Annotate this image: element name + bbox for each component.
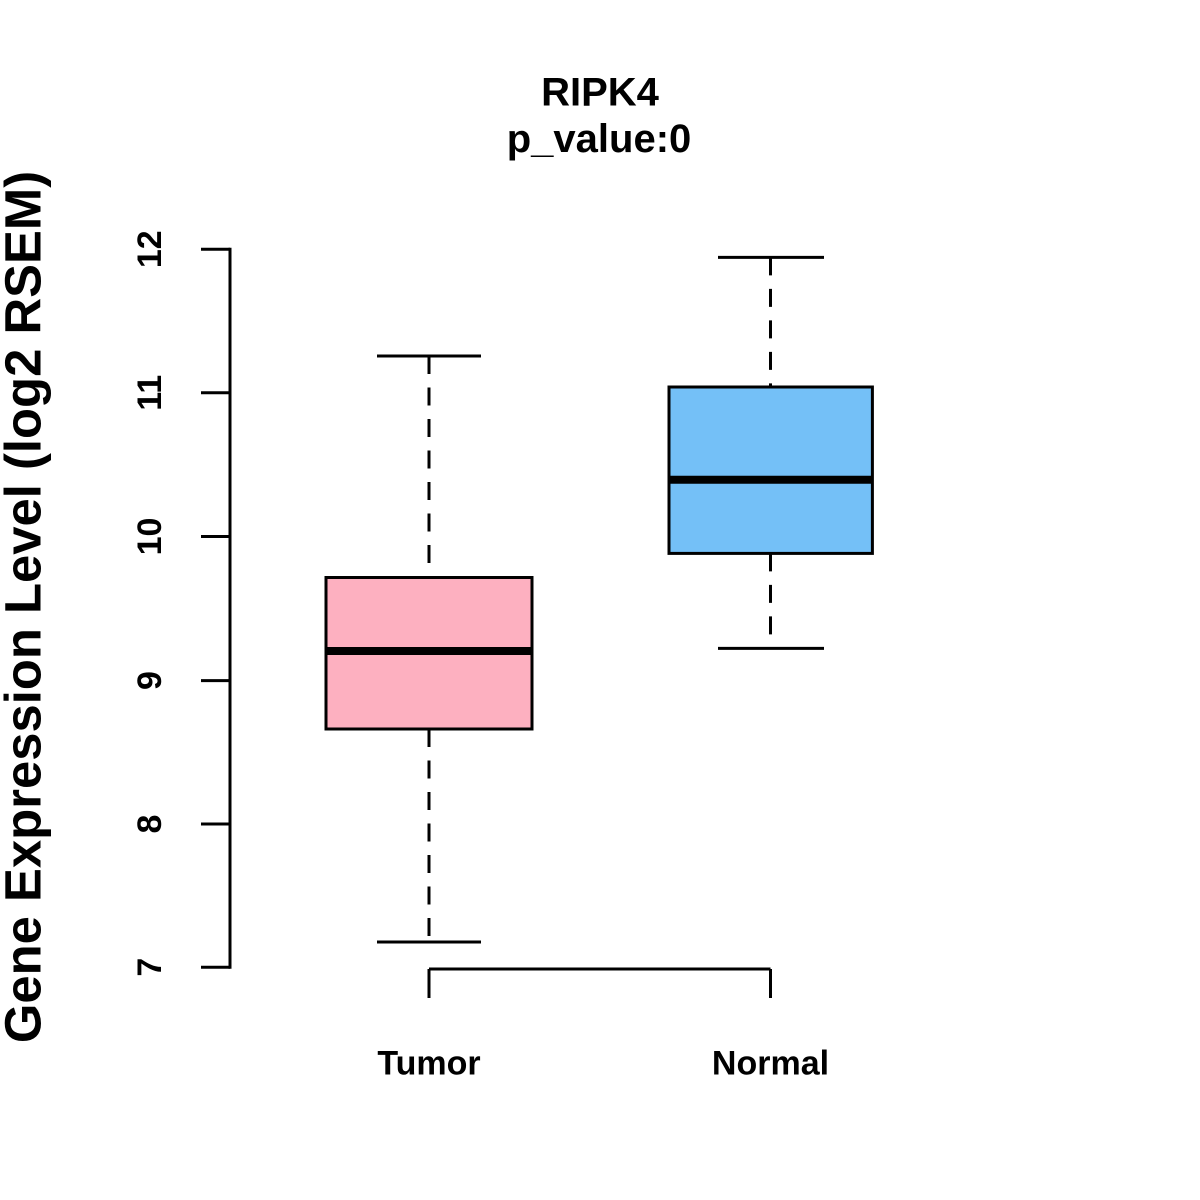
svg-text:Normal: Normal — [712, 1044, 829, 1082]
svg-text:RIPK4: RIPK4 — [541, 70, 660, 114]
svg-text:p_value:0: p_value:0 — [507, 117, 692, 161]
svg-text:9: 9 — [131, 671, 169, 690]
svg-text:Gene Expression Level (log2 RS: Gene Expression Level (log2 RSEM) — [0, 171, 52, 1043]
svg-text:11: 11 — [131, 375, 169, 411]
svg-text:10: 10 — [131, 518, 169, 556]
svg-text:7: 7 — [131, 958, 169, 977]
svg-text:12: 12 — [131, 230, 169, 268]
svg-text:8: 8 — [131, 815, 169, 834]
svg-text:Tumor: Tumor — [377, 1044, 480, 1082]
